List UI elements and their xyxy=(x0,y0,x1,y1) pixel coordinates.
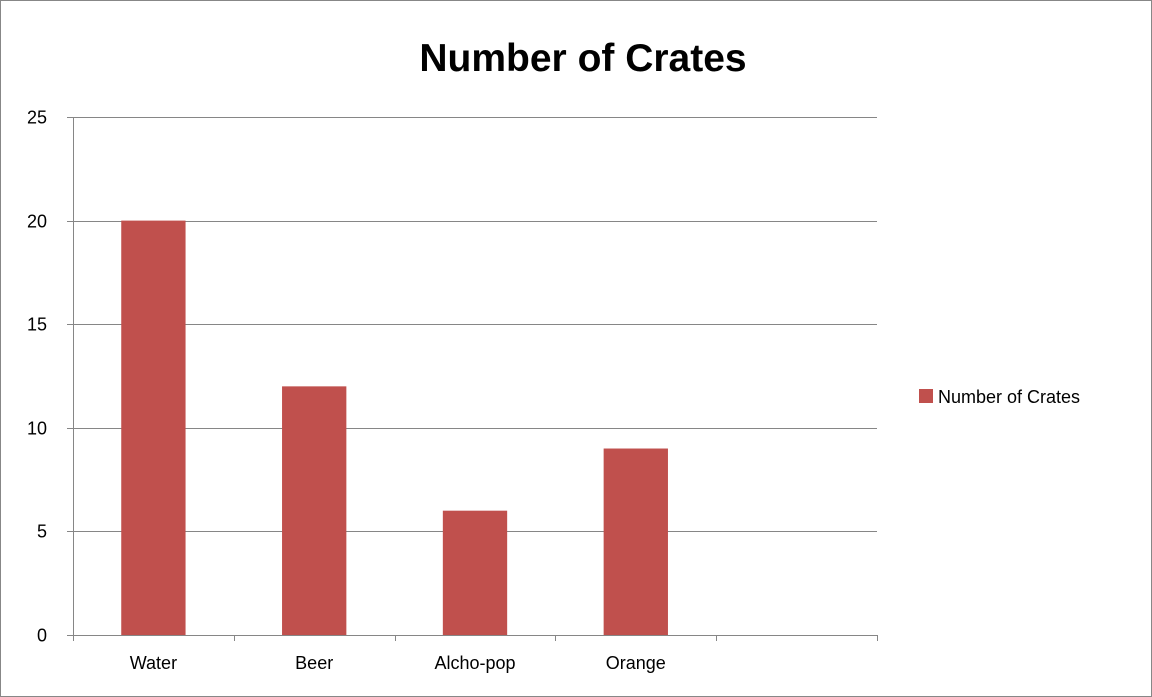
axes xyxy=(73,117,877,636)
x-axis-ticks: Water Beer Alcho-pop Orange xyxy=(73,635,878,673)
bar xyxy=(282,386,347,635)
y-tick-label: 20 xyxy=(27,212,47,232)
y-tick-label: 5 xyxy=(37,522,47,542)
y-tick-label: 25 xyxy=(27,108,47,128)
y-tick-label: 0 xyxy=(37,626,47,646)
y-tick-label: 15 xyxy=(27,315,47,335)
bar xyxy=(121,220,186,635)
legend: Number of Crates xyxy=(919,387,1080,407)
x-tick-label: Orange xyxy=(606,653,666,673)
legend-label: Number of Crates xyxy=(938,387,1080,407)
bar xyxy=(442,510,508,635)
x-tick-label: Water xyxy=(130,653,177,673)
x-tick-label: Alcho-pop xyxy=(434,653,515,673)
chart-title: Number of Crates xyxy=(419,37,746,80)
y-axis-ticks: 0 5 10 15 20 25 xyxy=(27,108,73,646)
x-tick-label: Beer xyxy=(295,653,333,673)
bar xyxy=(603,448,668,635)
y-tick-label: 10 xyxy=(27,419,47,439)
bars xyxy=(121,220,668,635)
gridlines xyxy=(73,117,877,532)
legend-swatch xyxy=(919,389,933,403)
